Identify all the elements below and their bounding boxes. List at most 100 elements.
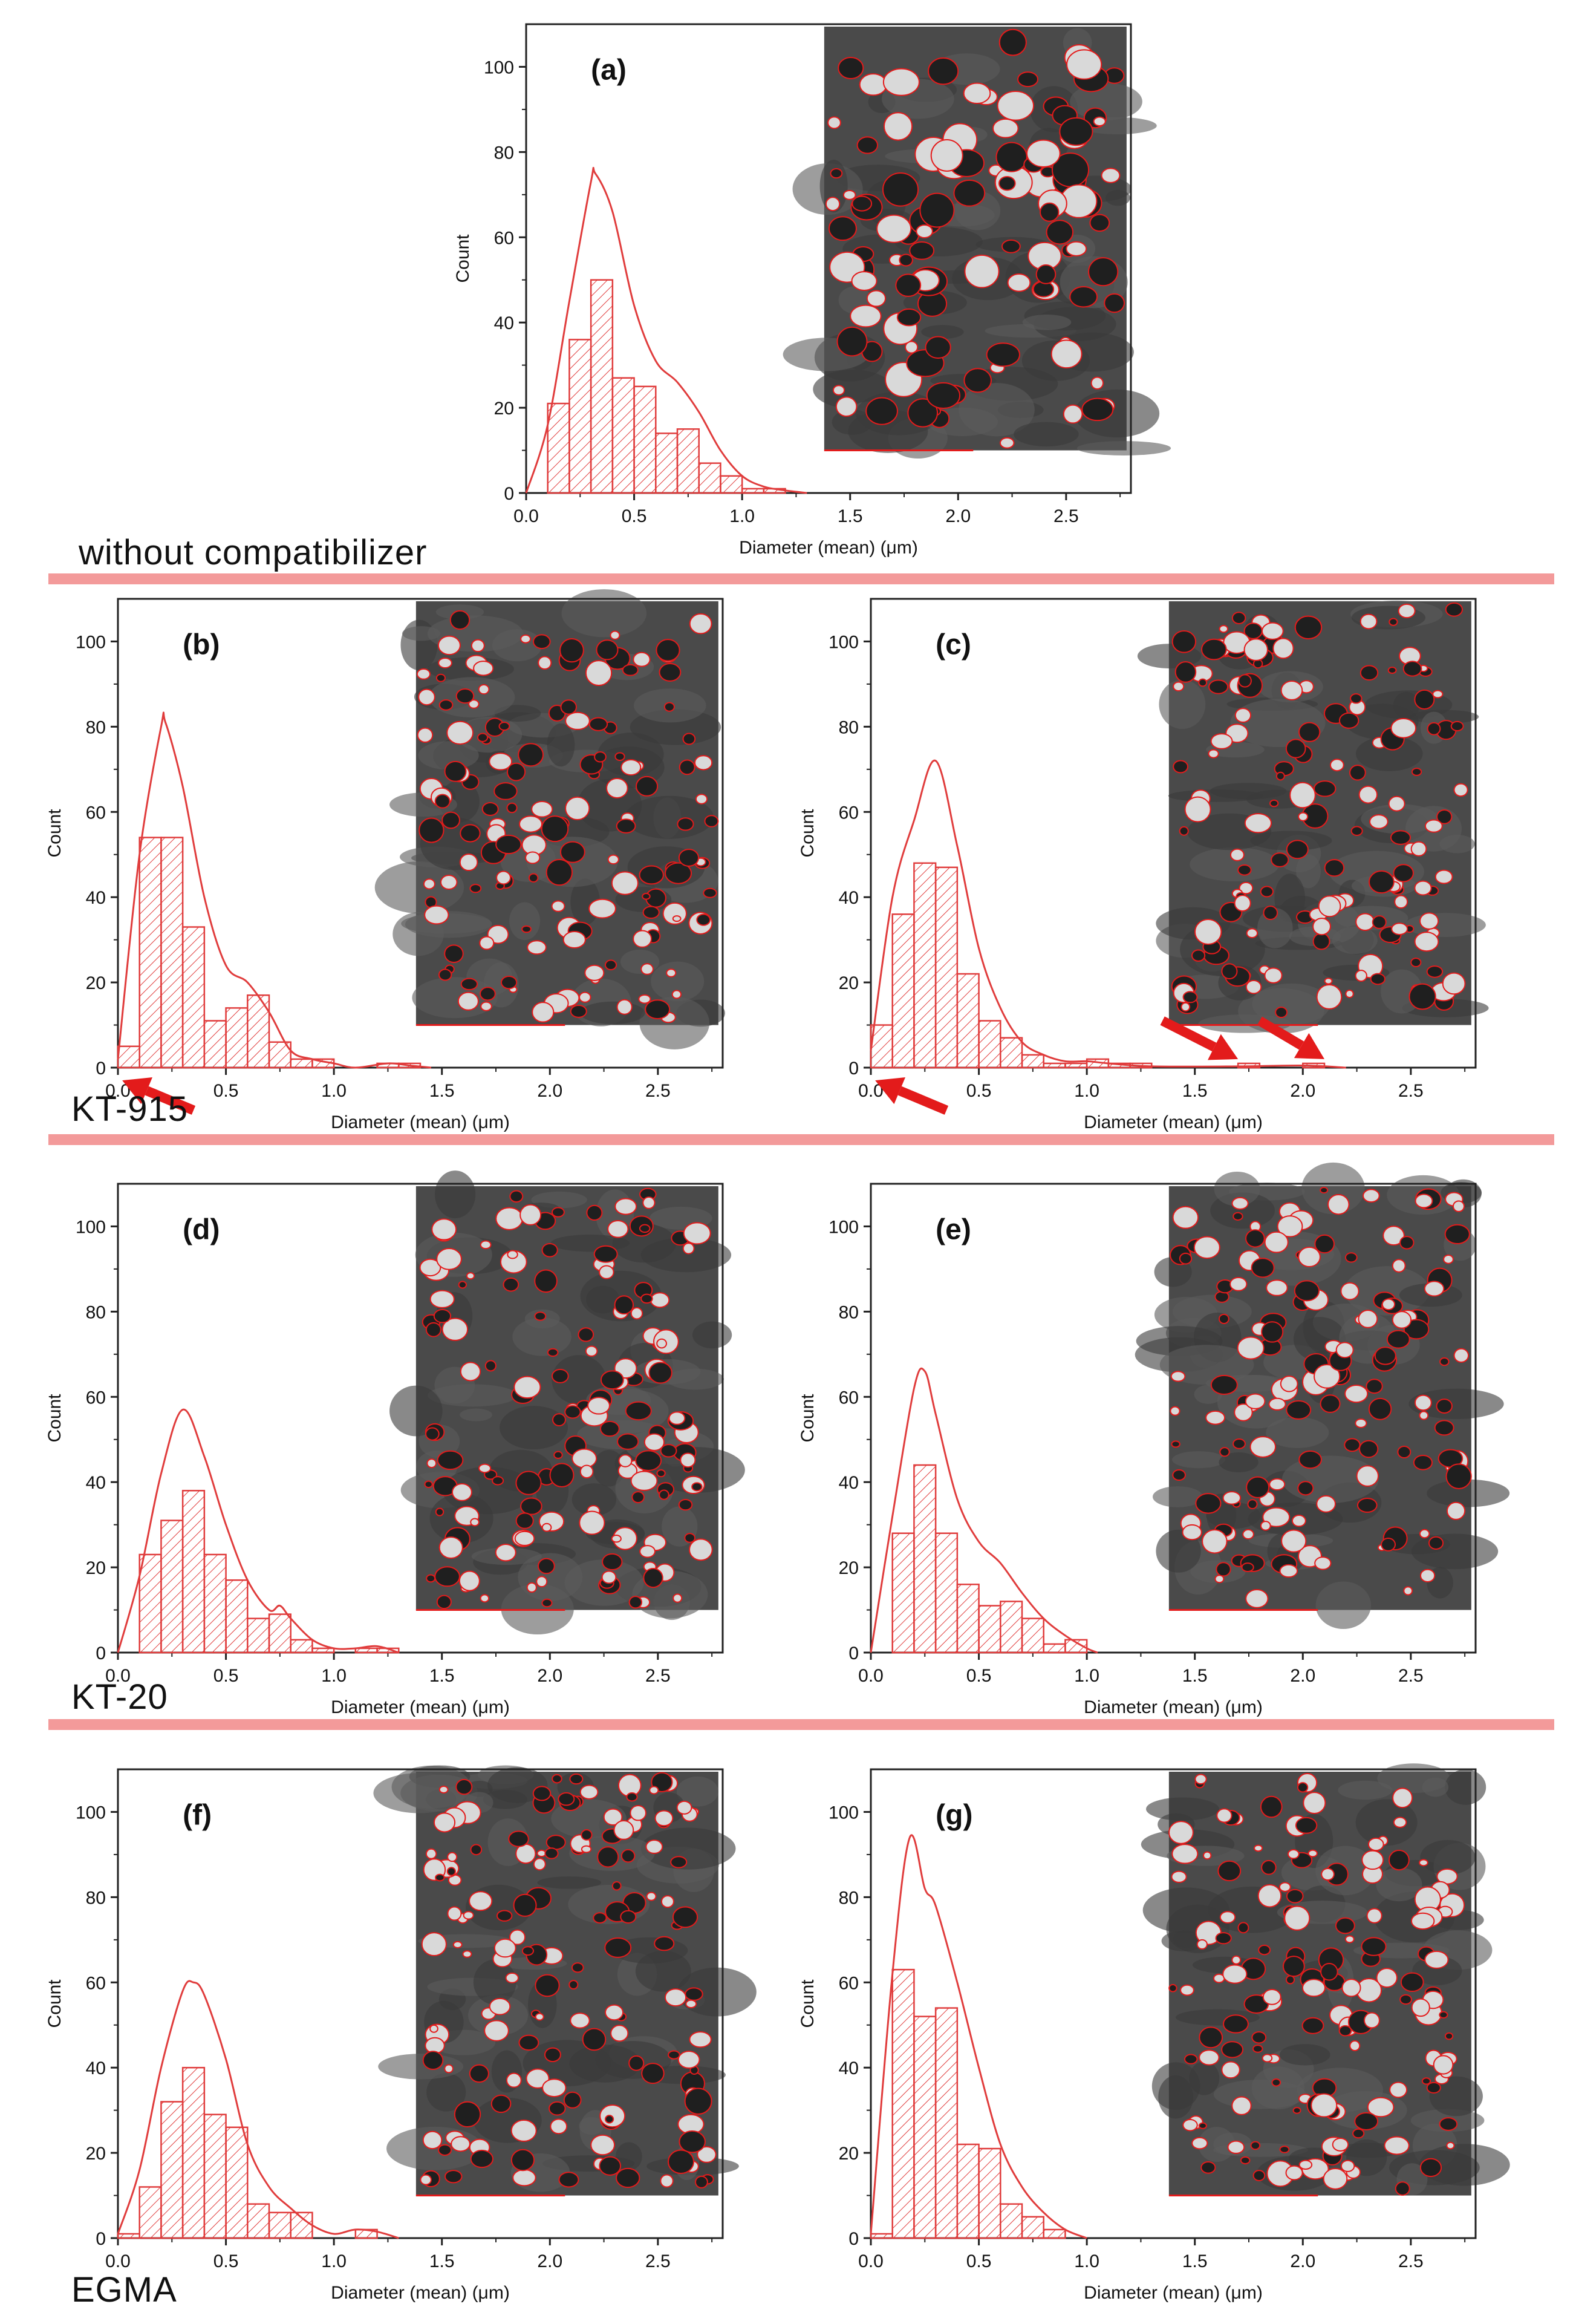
sem-particle xyxy=(678,1498,693,1511)
x-tick-label: 2.0 xyxy=(537,1081,562,1101)
histogram-bar xyxy=(891,1532,915,1654)
sem-particle xyxy=(1050,339,1083,369)
sem-particle xyxy=(496,870,512,885)
sem-particle xyxy=(660,2174,674,2188)
sem-particle xyxy=(1210,733,1233,749)
sem-particle xyxy=(426,1574,436,1583)
sem-particle xyxy=(1344,1252,1358,1263)
sem-particle xyxy=(642,906,660,919)
sem-particle xyxy=(610,630,620,640)
sem-particle xyxy=(1260,1795,1283,1818)
sem-particle xyxy=(640,963,654,975)
x-tick-label: 1.5 xyxy=(429,1081,455,1101)
sem-particle xyxy=(656,1469,666,1478)
sem-particle xyxy=(664,1988,687,2007)
sem-particle xyxy=(930,139,963,172)
sem-particle xyxy=(505,1973,519,1983)
sem-particle xyxy=(526,1582,537,1593)
sem-particle xyxy=(1439,2117,1458,2131)
sem-particle xyxy=(695,2175,708,2189)
sem-particle xyxy=(484,2020,509,2042)
sem-particle xyxy=(419,1258,441,1277)
sem-particle xyxy=(631,1491,645,1504)
x-tick-label: 0.0 xyxy=(858,2251,884,2271)
sem-texture xyxy=(1172,1451,1225,1469)
y-tick-label: 80 xyxy=(86,1302,106,1322)
sem-particle xyxy=(1392,1259,1406,1273)
y-tick-label: 0 xyxy=(96,2229,106,2249)
sem-particle xyxy=(1355,970,1367,982)
sem-particle xyxy=(1237,864,1252,876)
sem-particle xyxy=(654,1810,674,1827)
sem-particle xyxy=(672,1906,698,1928)
sem-particle xyxy=(1388,795,1405,812)
sem-particle xyxy=(1208,679,1229,694)
sem-particle xyxy=(552,1368,569,1383)
sem-particle xyxy=(1410,841,1427,857)
sem-particle xyxy=(604,1937,632,1958)
sem-particle xyxy=(513,1376,541,1399)
sem-particle xyxy=(630,1307,643,1320)
sem-particle xyxy=(685,1987,703,2001)
sem-particle xyxy=(541,1242,558,1258)
sem-particle xyxy=(1341,1979,1361,1997)
sem-particle xyxy=(484,1360,497,1372)
panel-d-chart: 0 20 40 60 80 100 0.0 0.5 1.0 1.5 2.0 2.5 Diameter (… xyxy=(45,1170,745,1717)
histogram-bar xyxy=(138,1553,162,1654)
sem-particle xyxy=(541,1598,553,1608)
histogram-bar xyxy=(934,2007,959,2239)
sem-particle xyxy=(998,175,1016,191)
sem-particle xyxy=(882,172,919,207)
sem-particle xyxy=(559,638,584,663)
sem-particle xyxy=(547,1348,559,1357)
sem-particle xyxy=(480,1240,492,1250)
sem-particle xyxy=(436,1248,462,1270)
sem-particle xyxy=(638,994,651,1004)
sem-particle xyxy=(526,2068,550,2089)
sem-particle xyxy=(1453,1348,1470,1363)
distribution-curve xyxy=(117,1980,399,2239)
sem-particle xyxy=(1355,913,1375,932)
sem-particle xyxy=(582,2028,607,2051)
sem-particle xyxy=(1170,1371,1186,1382)
sem-particle xyxy=(1419,1529,1430,1539)
sem-particle xyxy=(1314,1363,1341,1389)
sem-texture xyxy=(473,1959,516,2005)
sem-particle xyxy=(1252,2045,1263,2053)
sem-particle xyxy=(506,802,518,814)
sem-particle xyxy=(455,1778,473,1795)
sem-particle xyxy=(447,1906,462,1921)
sem-particle xyxy=(668,1411,686,1425)
sem-particle xyxy=(1260,886,1274,898)
sem-particle xyxy=(1298,2159,1313,2170)
sem-particle xyxy=(545,1835,566,1850)
sem-particle xyxy=(1446,1501,1466,1520)
sem-texture xyxy=(1158,2075,1194,2119)
sem-particle xyxy=(1414,689,1435,710)
sem-particle xyxy=(479,936,495,950)
sem-particle xyxy=(1244,813,1272,834)
sem-particle xyxy=(1198,2122,1207,2129)
y-axis-label: Count xyxy=(453,234,473,283)
sem-particle xyxy=(600,1370,624,1390)
sem-particle xyxy=(1046,220,1074,245)
sem-particle xyxy=(558,2172,579,2188)
sem-particle xyxy=(614,1198,637,1215)
sem-particle xyxy=(1358,1440,1379,1458)
sem-particle xyxy=(515,1470,542,1495)
sem-texture xyxy=(442,1467,534,1515)
sem-particle xyxy=(825,197,841,212)
sem-particle xyxy=(683,1222,711,1245)
sem-particle xyxy=(998,28,1027,56)
sem-particle xyxy=(1374,1346,1396,1365)
sem-particle xyxy=(1370,973,1386,985)
sem-particle xyxy=(1314,780,1337,797)
x-tick-label: 0.5 xyxy=(966,1081,992,1101)
sem-particle xyxy=(471,639,485,653)
sem-particle xyxy=(618,1454,633,1467)
sem-particle xyxy=(1301,2017,1324,2034)
sem-particle xyxy=(1445,1463,1472,1489)
sem-particle xyxy=(1356,1498,1378,1513)
sem-particle xyxy=(1245,1589,1269,1608)
sem-particle xyxy=(436,1594,452,1610)
